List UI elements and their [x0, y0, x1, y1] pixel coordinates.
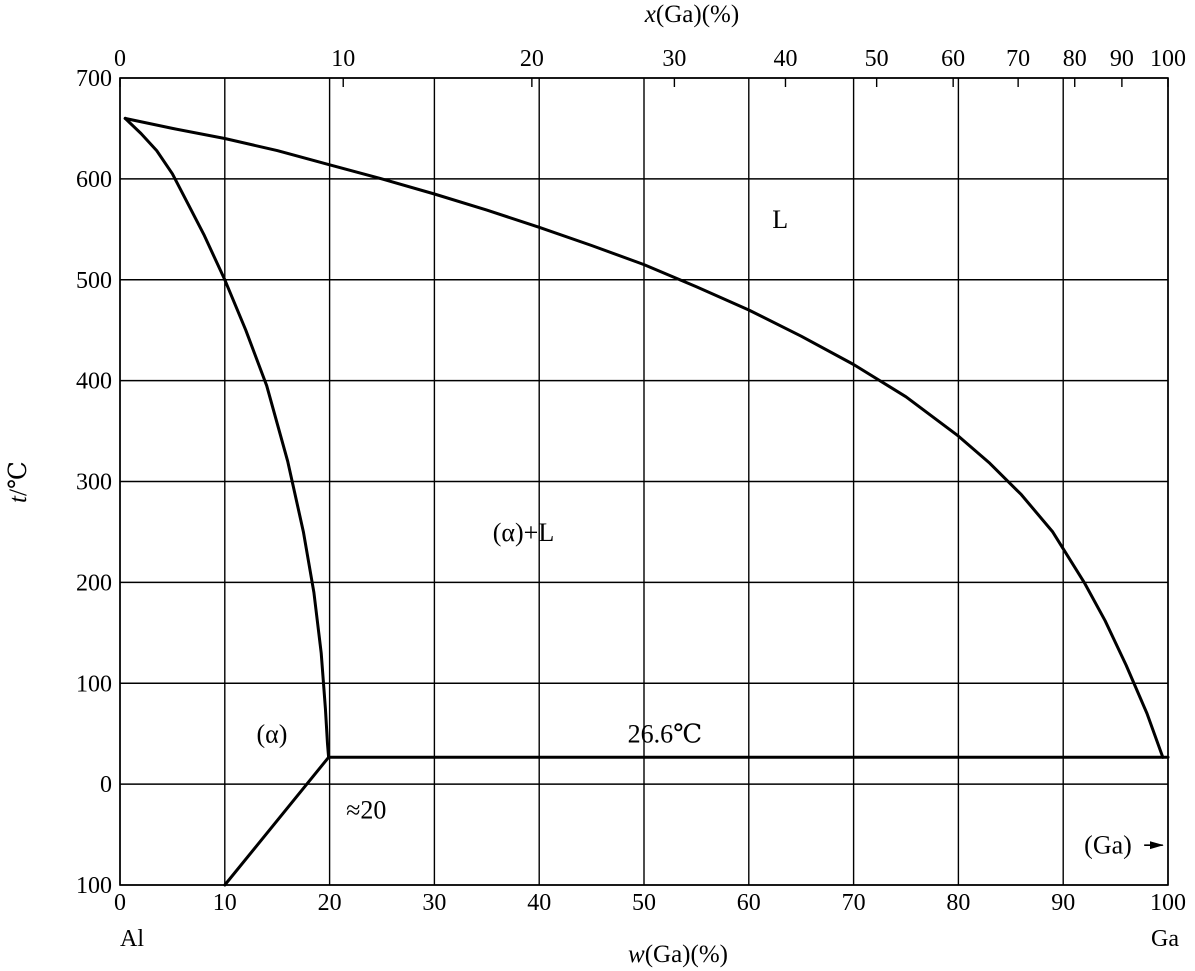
plot-frame	[119, 77, 1169, 886]
top-tick-label: 30	[662, 46, 686, 72]
x-tick-label: 100	[1150, 890, 1186, 916]
y-tick-label: 600	[76, 167, 112, 193]
grid-lines	[119, 77, 1169, 886]
top-tick-label: 20	[520, 46, 544, 72]
annotation-label: ≈20	[346, 795, 386, 824]
annotation-label: (α)+L	[493, 518, 554, 547]
annotation-label: L	[772, 205, 788, 234]
x-tick-label: 10	[213, 890, 237, 916]
annotation-label: 26.6℃	[628, 720, 703, 749]
x-axis-title-top: x(Ga)(%)	[644, 1, 739, 28]
end-label-ga: Ga	[1151, 926, 1179, 952]
series-liquidus	[123, 116, 1165, 759]
phase-curves	[123, 116, 1170, 887]
y-tick-label: 300	[76, 470, 112, 496]
y-tick-label: 400	[76, 369, 112, 395]
top-tick-label: 60	[941, 46, 965, 72]
annotation-label: (α)	[256, 720, 287, 749]
annotation-label: (Ga)	[1084, 831, 1132, 860]
top-tick-label: 10	[331, 46, 355, 72]
x-tick-label: 0	[114, 890, 126, 916]
y-tick-label: 700	[76, 66, 112, 92]
series-solvus	[223, 755, 331, 887]
y-axis-title: t/℃	[5, 461, 32, 503]
top-tick-label: 70	[1006, 46, 1030, 72]
x-tick-label: 40	[527, 890, 551, 916]
x-axis-title-bottom: w(Ga)(%)	[628, 941, 728, 968]
top-tick-label: 0	[114, 46, 126, 72]
y-tick-label: 100	[76, 671, 112, 697]
x-tick-label: 30	[422, 890, 446, 916]
x-tick-label: 80	[946, 890, 970, 916]
top-tick-label: 90	[1110, 46, 1134, 72]
y-tick-label: 500	[76, 268, 112, 294]
x-tick-label: 50	[632, 890, 656, 916]
top-tick-label: 80	[1063, 46, 1087, 72]
y-tick-label: 200	[76, 570, 112, 596]
x-tick-label: 90	[1051, 890, 1075, 916]
top-tick-label: 40	[773, 46, 797, 72]
end-label-al: Al	[120, 926, 144, 952]
x-tick-label: 20	[318, 890, 342, 916]
y-tick-label: 0	[100, 772, 112, 798]
top-tick-label: 100	[1150, 46, 1186, 72]
top-tick-label: 50	[865, 46, 889, 72]
x-tick-label: 70	[842, 890, 866, 916]
series-solidus	[123, 116, 331, 759]
y-tick-label: 100	[76, 873, 112, 899]
x-tick-label: 60	[737, 890, 761, 916]
